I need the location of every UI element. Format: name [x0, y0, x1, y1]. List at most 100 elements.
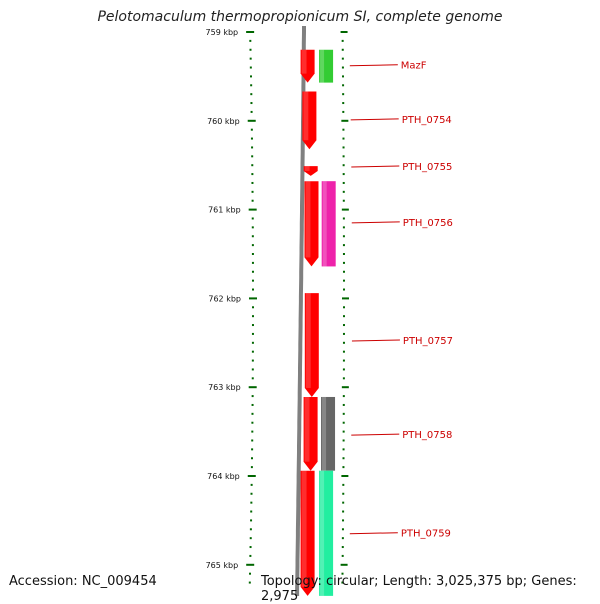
- minor-tick-right: [342, 377, 345, 380]
- gene-arrow-shine: [304, 396, 310, 462]
- minor-tick-right: [342, 146, 345, 149]
- minor-tick-right: [342, 253, 345, 255]
- minor-tick-left: [249, 528, 252, 531]
- minor-tick-right: [341, 572, 344, 575]
- minor-tick-left: [251, 332, 254, 335]
- minor-tick-left: [251, 270, 254, 273]
- major-tick-right: [341, 475, 349, 477]
- minor-tick-right: [342, 492, 345, 495]
- feature-block: [319, 49, 334, 83]
- minor-tick-right: [342, 75, 345, 78]
- major-tick-right: [341, 386, 349, 389]
- minor-tick-left: [251, 315, 254, 318]
- feature-shine: [322, 396, 327, 471]
- minor-tick-right: [342, 84, 345, 87]
- tick-label: 762 kbp: [208, 294, 241, 303]
- label-leader: [349, 64, 398, 67]
- minor-tick-left: [250, 457, 253, 460]
- minor-tick-right: [342, 279, 345, 282]
- minor-tick-left: [251, 430, 254, 433]
- label-leader: [351, 165, 400, 168]
- minor-tick-left: [250, 110, 253, 113]
- minor-tick-right: [341, 546, 344, 549]
- minor-tick-left: [250, 483, 253, 486]
- minor-tick-left: [251, 155, 254, 158]
- minor-tick-right: [342, 102, 345, 105]
- minor-tick-right: [342, 457, 345, 460]
- gene-arrow: [300, 470, 315, 596]
- label-leader: [351, 221, 400, 224]
- gene-arrow: [303, 397, 318, 471]
- minor-tick-right: [342, 235, 345, 238]
- axis-ticks: 759 kbp 760 kbp 761 kbp 762 kbp 763 kbp 764 k…: [206, 28, 349, 584]
- major-tick-right: [340, 563, 348, 566]
- minor-tick-left: [250, 466, 253, 469]
- minor-tick-left: [250, 75, 253, 78]
- gene-label: PTH_0758: [402, 430, 452, 441]
- minor-tick-right: [342, 93, 345, 96]
- minor-tick-left: [251, 226, 254, 229]
- minor-tick-left: [250, 501, 253, 504]
- tick-label: 761 kbp: [208, 206, 241, 215]
- minor-tick-right: [342, 395, 345, 398]
- minor-tick-right: [342, 519, 345, 522]
- minor-tick-left: [251, 395, 254, 398]
- minor-tick-right: [342, 270, 345, 273]
- minor-tick-left: [251, 403, 254, 406]
- major-tick-left: [248, 208, 257, 211]
- minor-tick-right: [342, 341, 345, 344]
- minor-tick-left: [250, 519, 253, 522]
- gene-arrow: [300, 49, 315, 83]
- minor-tick-left: [250, 84, 253, 87]
- major-tick-left: [246, 31, 255, 33]
- tick-label: 765 kbp: [206, 561, 239, 570]
- minor-tick-right: [342, 261, 345, 264]
- gene-label: PTH_0759: [401, 529, 451, 540]
- tick-label: 760 kbp: [207, 117, 240, 126]
- minor-tick-left: [251, 439, 254, 442]
- minor-tick-right: [341, 554, 344, 557]
- minor-tick-left: [250, 510, 253, 513]
- major-tick-left: [248, 297, 257, 300]
- gene-arrow-shine: [301, 49, 307, 74]
- minor-tick-left: [250, 102, 253, 105]
- minor-tick-right: [342, 412, 345, 415]
- gene-label: PTH_0757: [403, 336, 453, 347]
- minor-tick-right: [342, 181, 345, 184]
- minor-tick-right: [342, 306, 345, 309]
- minor-tick-right: [341, 581, 344, 584]
- minor-tick-left: [250, 492, 253, 495]
- major-tick-left: [246, 563, 255, 566]
- minor-tick-right: [342, 190, 345, 193]
- minor-tick-right: [342, 164, 345, 167]
- feature-block: [321, 181, 336, 267]
- minor-tick-right: [342, 466, 345, 469]
- accession-text: Accession: NC_009454: [9, 574, 157, 589]
- minor-tick-right: [342, 244, 345, 247]
- minor-tick-left: [251, 341, 254, 344]
- minor-tick-left: [251, 368, 254, 371]
- minor-tick-left: [249, 48, 252, 51]
- minor-tick-right: [342, 332, 345, 335]
- minor-tick-right: [342, 155, 345, 158]
- gene-arrow-shine: [304, 166, 310, 171]
- feature-shine: [322, 181, 327, 267]
- minor-tick-right: [342, 173, 345, 176]
- minor-tick-right: [342, 128, 345, 131]
- minor-tick-left: [251, 190, 254, 193]
- minor-tick-left: [251, 244, 254, 247]
- label-leader: [351, 433, 400, 436]
- major-tick-right: [341, 208, 349, 211]
- feature-shine: [320, 470, 325, 596]
- gene-arrow-shine: [301, 470, 307, 587]
- tick-label: 763 kbp: [208, 383, 241, 392]
- minor-tick-left: [251, 306, 254, 309]
- minor-tick-left: [251, 288, 254, 291]
- gene-track: [300, 49, 319, 596]
- minor-tick-right: [342, 510, 345, 513]
- minor-tick-right: [342, 359, 345, 362]
- minor-tick-right: [341, 57, 344, 60]
- minor-tick-right: [342, 110, 345, 113]
- minor-tick-right: [342, 421, 345, 424]
